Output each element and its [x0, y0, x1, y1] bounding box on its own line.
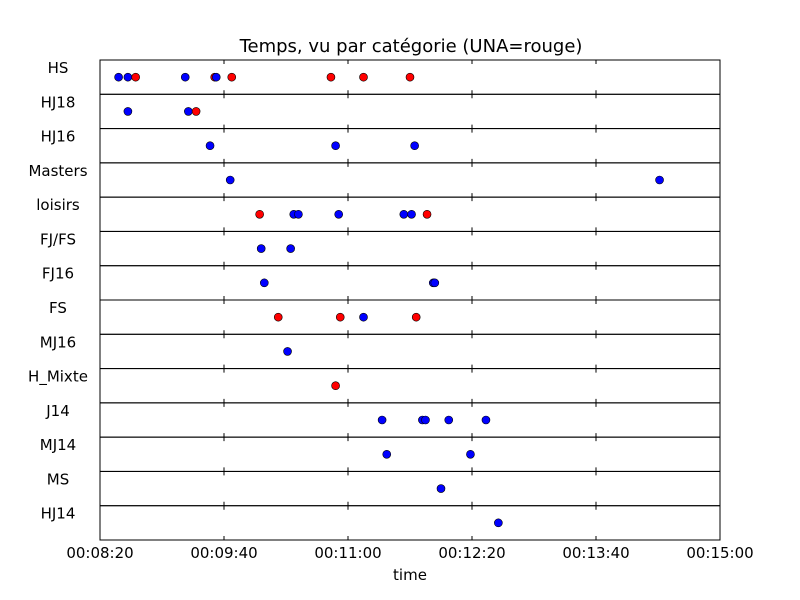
- panel: Masters: [28, 162, 721, 198]
- x-axis: 00:08:20 00:09:40 00:11:00 00:12:20 00:13:40…: [66, 544, 753, 562]
- panel-frame: [99, 368, 721, 404]
- category-label: HJ16: [41, 128, 76, 146]
- category-label: MS: [47, 470, 69, 488]
- panel-frame: [99, 505, 721, 541]
- x-tick-label: 00:12:20: [438, 544, 505, 562]
- panel: HS: [48, 59, 721, 95]
- x-tick-label: 00:09:40: [190, 544, 257, 562]
- data-point: [283, 347, 292, 356]
- data-point: [123, 107, 133, 116]
- data-point: [399, 209, 409, 219]
- panel: HJ14: [41, 505, 721, 541]
- panel-frame: [99, 299, 721, 335]
- panel-frame: [99, 402, 721, 438]
- data-point: [410, 141, 419, 151]
- data-point: [335, 312, 345, 322]
- category-label: HJ14: [41, 505, 76, 523]
- x-tick-label: 00:15:00: [686, 544, 753, 562]
- category-label: MJ16: [40, 333, 76, 351]
- category-label: HJ18: [41, 93, 76, 111]
- data-point: [382, 449, 392, 459]
- data-point: [430, 278, 440, 288]
- data-point: [334, 209, 344, 219]
- category-label: FJ16: [42, 265, 74, 283]
- data-point: [359, 312, 368, 322]
- chart-title: Temps, vu par catégorie (UNA=rouge): [239, 36, 583, 57]
- data-point: [131, 72, 140, 82]
- data-point: [273, 312, 283, 322]
- panel-frame: [99, 128, 721, 164]
- data-point: [444, 415, 454, 425]
- data-point: [359, 72, 368, 82]
- panel: FJ16: [42, 265, 721, 301]
- panels: HS HJ18 HJ16 Masters loisirs FJ/FS FJ16 FS MJ16 H…: [28, 59, 721, 541]
- data-point: [205, 141, 215, 151]
- data-point: [422, 209, 432, 219]
- panel-frame: [99, 333, 721, 370]
- data-point: [180, 72, 190, 82]
- data-point: [326, 72, 336, 82]
- panel-frame: [99, 265, 721, 301]
- panel: H_Mixte: [28, 368, 721, 404]
- data-point: [114, 72, 123, 82]
- data-point: [331, 381, 340, 391]
- data-point: [286, 244, 295, 253]
- panel: FJ/FS: [40, 230, 721, 267]
- data-point: [421, 415, 430, 425]
- category-label: Masters: [28, 162, 87, 180]
- category-label: J14: [45, 402, 70, 420]
- category-label: loisirs: [36, 196, 80, 214]
- panel: MJ14: [40, 436, 721, 472]
- data-point: [123, 72, 133, 82]
- data-point: [259, 278, 269, 288]
- panel: MS: [47, 470, 721, 507]
- category-label: HS: [48, 59, 69, 77]
- data-point: [331, 141, 340, 151]
- data-point: [191, 107, 201, 116]
- data-point: [256, 244, 266, 253]
- category-label: MJ14: [40, 436, 76, 454]
- data-point: [494, 518, 503, 528]
- panel-frame: [99, 162, 721, 198]
- data-point: [407, 209, 416, 219]
- panel-frame: [99, 436, 721, 472]
- data-point: [294, 209, 303, 219]
- panel: loisirs: [36, 196, 721, 232]
- data-point: [225, 175, 235, 185]
- panel: FS: [49, 299, 721, 335]
- data-point: [211, 72, 221, 82]
- x-tick-label: 00:13:40: [562, 544, 629, 562]
- data-point: [655, 175, 664, 185]
- category-label: FJ/FS: [40, 230, 76, 248]
- data-point: [481, 415, 491, 425]
- data-point: [466, 449, 475, 459]
- category-label: FS: [49, 299, 67, 317]
- panel-frame: [99, 470, 721, 507]
- panel: HJ18: [41, 93, 721, 130]
- x-axis-label: time: [393, 566, 427, 584]
- data-point: [411, 312, 421, 322]
- panel: HJ16: [41, 128, 721, 164]
- data-point: [377, 415, 387, 425]
- panel-frame: [99, 230, 721, 267]
- x-tick-label: 00:11:00: [314, 544, 381, 562]
- x-tick-label: 00:08:20: [66, 544, 133, 562]
- data-point: [405, 72, 415, 82]
- data-point: [184, 107, 193, 116]
- panel: MJ16: [40, 333, 721, 370]
- category-label: H_Mixte: [28, 368, 88, 387]
- data-point: [436, 484, 446, 493]
- data-point: [255, 209, 264, 219]
- data-point: [227, 72, 237, 82]
